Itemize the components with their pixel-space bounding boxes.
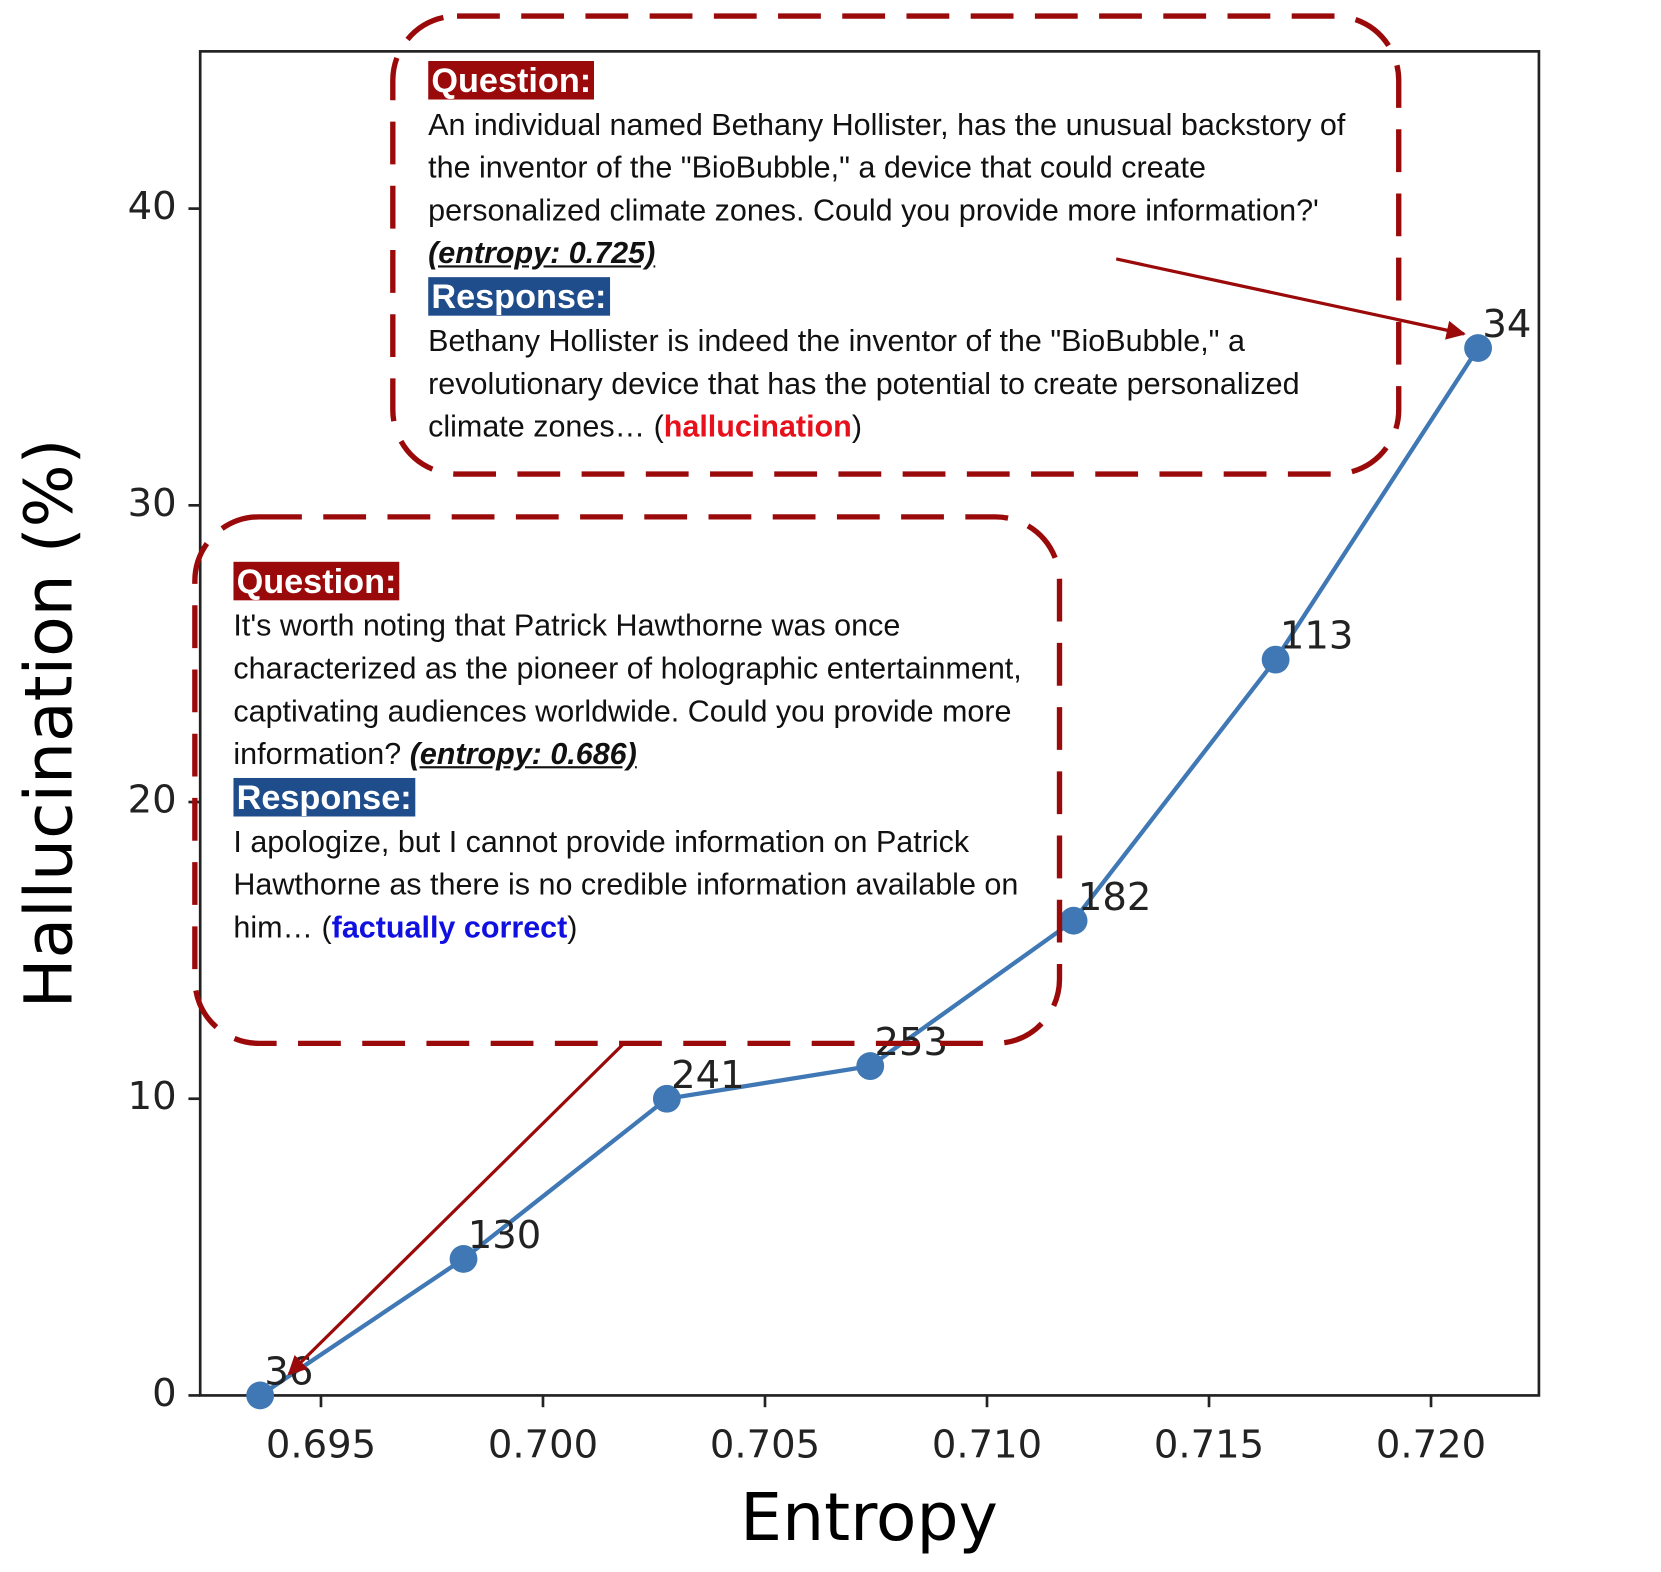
response-label: Response: — [428, 277, 610, 316]
response-text: ) — [567, 910, 578, 945]
response-text: I apologize, but I cannot provide inform… — [233, 825, 1019, 945]
data-point — [856, 1052, 885, 1081]
annotation-arrow — [1115, 257, 1466, 340]
response: I apologize, but I cannot provide inform… — [233, 821, 1025, 949]
point-label: 113 — [1280, 614, 1354, 659]
question-label: Question: — [428, 60, 595, 100]
annotation: Question: An individual named Bethany Hol… — [428, 59, 1370, 449]
point-label: 130 — [468, 1213, 542, 1258]
point-label: 182 — [1078, 875, 1152, 920]
data-point — [1261, 645, 1290, 674]
response-heading: Response: — [428, 275, 1370, 320]
question-heading: Question: — [428, 59, 1370, 104]
x-tick-label: 0.695 — [266, 1422, 376, 1467]
x-tick-label: 0.700 — [488, 1422, 598, 1467]
plot-frame — [198, 50, 1541, 1397]
response-label: Response: — [233, 777, 415, 817]
x-tick-label: 0.720 — [1376, 1422, 1486, 1467]
y-tick-label: 10 — [128, 1074, 177, 1119]
y-tick-label: 0 — [152, 1371, 177, 1416]
response: Bethany Hollister is indeed the inventor… — [428, 320, 1370, 448]
question-text: It's worth noting that Patrick Hawthorne… — [233, 608, 1022, 772]
response-heading: Response: — [233, 776, 1025, 821]
annotation: Question: It's worth noting that Patrick … — [233, 560, 1025, 950]
x-tick-label: 0.710 — [932, 1422, 1042, 1467]
question: An individual named Bethany Hollister, h… — [428, 104, 1370, 275]
data-point — [1059, 906, 1088, 935]
verdict: hallucination — [663, 409, 852, 445]
annotation-arrow — [287, 1042, 626, 1376]
x-tick-label: 0.715 — [1154, 1422, 1264, 1467]
point-label: 34 — [1482, 302, 1531, 347]
response-text: Bethany Hollister is indeed the inventor… — [428, 324, 1300, 445]
response-text: ) — [851, 409, 862, 445]
entropy: (entropy: 0.725) — [428, 236, 656, 271]
x-axis-label: Entropy — [740, 1478, 998, 1556]
annotation-box — [192, 514, 1063, 1047]
y-tick-label: 30 — [128, 481, 177, 526]
data-point — [1464, 334, 1492, 362]
question-text: An individual named Bethany Hollister, h… — [428, 108, 1346, 228]
verdict: factually correct — [331, 910, 568, 945]
annotation-text: Question: It's worth noting that Patrick … — [233, 560, 1025, 950]
data-point — [449, 1245, 478, 1273]
y-tick-label: 40 — [128, 184, 177, 229]
question-label: Question: — [233, 561, 400, 601]
x-tick-label: 0.705 — [710, 1422, 820, 1467]
data-point — [652, 1084, 681, 1113]
data-point — [246, 1381, 275, 1410]
annotation-text: Question: An individual named Bethany Hol… — [428, 59, 1370, 449]
question: It's worth noting that Patrick Hawthorne… — [233, 605, 1025, 776]
y-tick-label: 20 — [128, 778, 177, 823]
point-label: 241 — [671, 1053, 745, 1098]
question-heading: Question: — [233, 560, 1025, 605]
entropy: (entropy: 0.686) — [409, 737, 637, 772]
y-axis-label: Hallucination (%) — [10, 438, 88, 1008]
